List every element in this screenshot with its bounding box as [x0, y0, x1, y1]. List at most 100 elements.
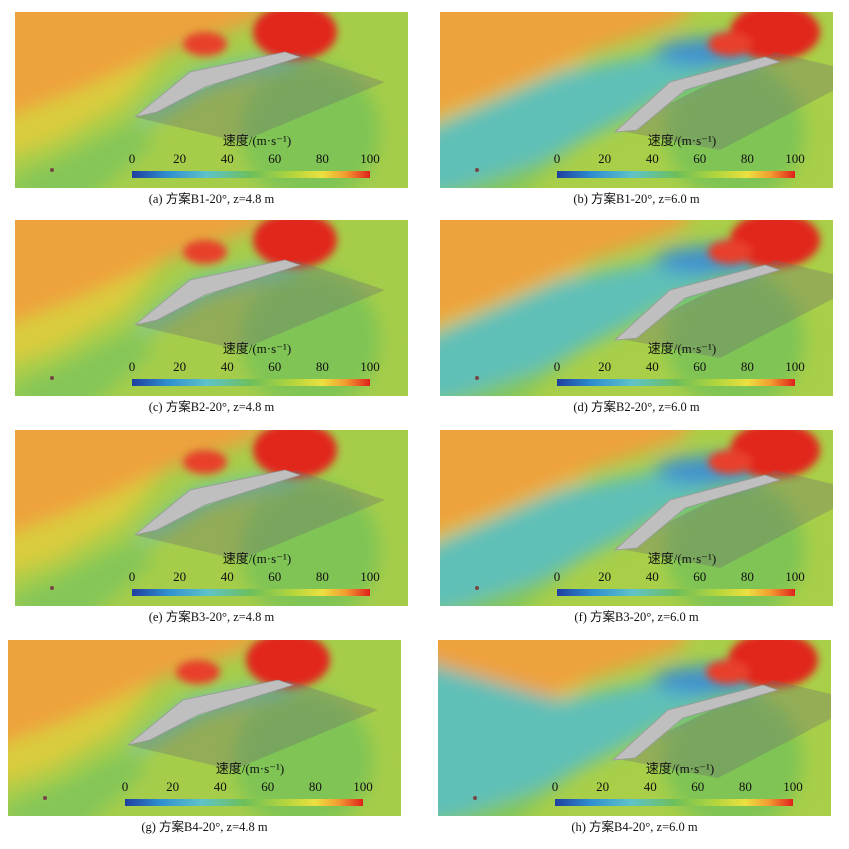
legend-tick-label: 40: [221, 569, 234, 584]
legend-tick-label: 100: [785, 359, 805, 374]
legend-title: 速度/(m·s⁻¹): [223, 341, 292, 356]
peak-zone: [246, 640, 330, 688]
caption: (f) 方案B3-20°, z=6.0 m: [574, 609, 698, 624]
legend-tick-label: 100: [360, 569, 380, 584]
legend-title: 速度/(m·s⁻¹): [648, 341, 717, 356]
structure: [613, 56, 782, 133]
high-speed-zone: [440, 220, 687, 323]
caption: (a) 方案B1-20°, z=4.8 m: [149, 191, 275, 206]
field-sharp: [183, 220, 337, 268]
legend-tick-label: 60: [268, 359, 281, 374]
low-left: [15, 540, 155, 606]
mid-zone: [15, 470, 165, 574]
ground-shadow: [613, 680, 831, 778]
legend-tick-label: 60: [693, 359, 706, 374]
field-blur: [440, 220, 805, 396]
colorbar: [557, 589, 795, 596]
colorbar: [132, 589, 370, 596]
legend-tick-label: 80: [741, 569, 754, 584]
caption: (g) 方案B4-20°, z=4.8 m: [141, 819, 268, 834]
ground-shadow: [135, 470, 385, 560]
legend-tick-label: 80: [316, 359, 329, 374]
legend-tick-label: 100: [785, 151, 805, 166]
caption: (d) 方案B2-20°, z=6.0 m: [573, 399, 700, 414]
ground-shadow: [135, 260, 385, 350]
axis-marker: [50, 168, 54, 172]
legend-tick-label: 60: [261, 779, 274, 794]
field-sharp: [708, 430, 820, 478]
peak-zone: [730, 220, 820, 268]
mid-zone: [8, 680, 158, 784]
structure: [134, 469, 302, 536]
legend-tick-label: 0: [129, 151, 136, 166]
field: [440, 220, 833, 396]
field-blur: [15, 430, 380, 606]
peak-left: [183, 450, 227, 474]
legend-tick-label: 0: [552, 779, 559, 794]
peak-left: [708, 450, 752, 474]
structure: [611, 684, 780, 761]
low-speed-band: [440, 255, 740, 396]
legend-tick-label: 0: [122, 779, 129, 794]
legend-title: 速度/(m·s⁻¹): [216, 761, 285, 776]
low-left: [15, 122, 155, 188]
legend-tick-label: 40: [221, 359, 234, 374]
legend-tick-label: 20: [173, 151, 186, 166]
contour-panel: 速度/(m·s⁻¹) 0 20 40 60 80 100: [15, 430, 408, 606]
contour-panel: 速度/(m·s⁻¹) 0 20 40 60 80 100: [440, 220, 833, 396]
field-blur: [438, 640, 803, 816]
wake-zone: [663, 690, 803, 816]
colorbar: [555, 799, 793, 806]
wake-zone: [233, 690, 373, 816]
peak-zone: [730, 12, 820, 60]
colorbar: [557, 171, 795, 178]
peak-zone: [728, 640, 818, 688]
legend-tick-label: 20: [598, 359, 611, 374]
wake-zone: [240, 62, 380, 188]
wake-zone: [665, 62, 805, 188]
field-sharp: [706, 640, 818, 688]
legend-tick-label: 60: [268, 569, 281, 584]
axis-marker: [473, 796, 477, 800]
ground-shadow: [128, 680, 378, 770]
legend-tick-label: 60: [691, 779, 704, 794]
field: [15, 220, 408, 396]
peak-zone: [253, 12, 337, 60]
legend-tick-label: 100: [360, 151, 380, 166]
low-left: [8, 750, 148, 816]
legend-tick-label: 40: [646, 569, 659, 584]
axis-marker: [475, 168, 479, 172]
legend-title: 速度/(m·s⁻¹): [648, 551, 717, 566]
legend-tick-label: 80: [741, 359, 754, 374]
wake-zone: [240, 270, 380, 396]
structure: [134, 259, 302, 326]
legend-tick-label: 60: [268, 151, 281, 166]
legend-title: 速度/(m·s⁻¹): [646, 761, 715, 776]
field: [8, 640, 401, 816]
axis-marker: [43, 796, 47, 800]
high-speed-zone: [440, 12, 687, 115]
ground-shadow: [135, 52, 385, 142]
field: [15, 430, 408, 606]
colorbar: [125, 799, 363, 806]
peak-left: [176, 660, 220, 684]
legend-tick-label: 0: [554, 359, 561, 374]
field-sharp: [708, 220, 820, 268]
high-speed-zone: [440, 430, 687, 533]
low-speed-band: [440, 465, 740, 606]
legend-tick-label: 0: [554, 151, 561, 166]
axis-marker: [50, 586, 54, 590]
legend-tick-label: 80: [741, 151, 754, 166]
mid-zone: [15, 52, 165, 156]
low-speed-band: [438, 665, 738, 816]
legend-tick-label: 40: [646, 151, 659, 166]
peak-left: [708, 32, 752, 56]
peak-zone: [730, 430, 820, 478]
ground-shadow: [615, 470, 833, 568]
colorbar: [132, 379, 370, 386]
peak-left: [706, 660, 750, 684]
peak-left: [183, 240, 227, 264]
legend-tick-label: 80: [739, 779, 752, 794]
legend-tick-label: 40: [214, 779, 227, 794]
wake-zone: [665, 480, 805, 606]
